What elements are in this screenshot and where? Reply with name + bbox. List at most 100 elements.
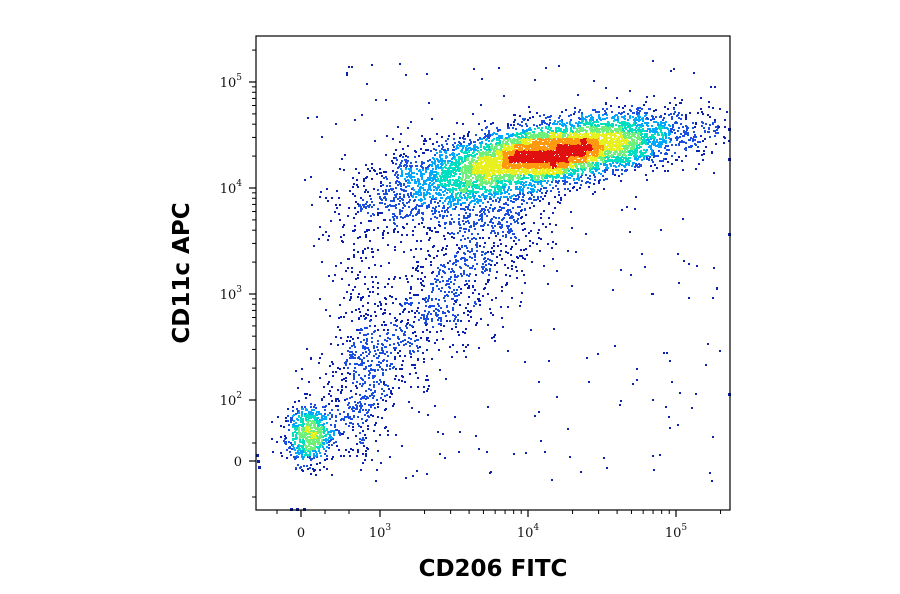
event-dot	[660, 115, 662, 117]
event-dot	[570, 114, 572, 116]
event-dot	[585, 141, 587, 143]
event-dot	[534, 165, 536, 167]
event-dot	[515, 183, 517, 185]
event-dot	[530, 164, 532, 166]
event-dot	[528, 174, 530, 176]
event-dot	[464, 152, 466, 154]
event-dot	[510, 178, 512, 180]
event-dot	[554, 151, 556, 153]
event-dot	[579, 143, 581, 145]
event-dot	[552, 179, 554, 181]
event-dot	[542, 148, 544, 150]
event-dot	[629, 160, 631, 162]
event-dot	[703, 150, 705, 152]
event-dot	[393, 153, 395, 155]
event-dot	[495, 147, 497, 149]
event-dot	[550, 168, 552, 170]
event-dot	[466, 152, 468, 154]
event-dot	[616, 162, 618, 164]
event-dot	[522, 184, 524, 186]
event-dot	[607, 148, 609, 150]
event-dot	[549, 159, 551, 161]
event-dot	[487, 168, 489, 170]
event-dot	[360, 197, 362, 199]
event-dot	[639, 110, 641, 112]
event-dot	[481, 155, 483, 157]
event-dot	[644, 115, 646, 117]
event-dot	[539, 164, 541, 166]
event-dot	[452, 208, 454, 210]
event-dot	[585, 167, 587, 169]
event-dot	[484, 182, 486, 184]
event-dot	[527, 157, 529, 159]
event-dot	[612, 125, 614, 127]
event-dot	[557, 147, 559, 149]
event-dot	[564, 150, 566, 152]
event-dot	[559, 202, 561, 204]
event-dot	[540, 140, 542, 142]
event-dot	[401, 160, 403, 162]
event-dot	[620, 113, 622, 115]
event-dot	[507, 166, 509, 168]
event-dot	[542, 172, 544, 174]
event-dot	[471, 148, 473, 150]
event-dot	[613, 156, 615, 158]
event-dot	[585, 135, 587, 137]
event-dot	[422, 152, 424, 154]
event-dot	[576, 133, 578, 135]
event-dot	[586, 139, 588, 141]
event-dot	[546, 190, 548, 192]
event-dot	[402, 148, 404, 150]
event-dot	[420, 171, 422, 173]
event-dot	[591, 130, 593, 132]
event-dot	[558, 151, 560, 153]
event-dot	[695, 136, 697, 138]
event-dot	[465, 221, 467, 223]
event-dot	[536, 144, 538, 146]
event-dot	[600, 128, 602, 130]
event-dot	[514, 158, 516, 160]
event-dot	[509, 183, 511, 185]
event-dot	[544, 147, 546, 149]
event-dot	[489, 189, 491, 191]
event-dot	[477, 139, 479, 141]
event-dot	[451, 167, 453, 169]
event-dot	[414, 226, 416, 228]
event-dot	[560, 177, 562, 179]
event-dot	[694, 134, 696, 136]
event-dot	[659, 144, 661, 146]
event-dot	[459, 137, 461, 139]
event-dot	[655, 155, 657, 157]
event-dot	[570, 127, 572, 129]
event-dot	[654, 131, 656, 133]
event-dot	[631, 143, 633, 145]
event-dot	[606, 150, 608, 152]
event-dot	[505, 137, 507, 139]
event-dot	[591, 168, 593, 170]
event-dot	[422, 184, 424, 186]
event-dot	[566, 172, 568, 174]
event-dot	[500, 170, 502, 172]
event-dot	[585, 149, 587, 151]
event-dot	[718, 126, 720, 128]
event-dot	[421, 135, 423, 137]
event-dot	[603, 161, 605, 163]
event-dot	[500, 152, 502, 154]
event-dot	[429, 193, 431, 195]
event-dot	[575, 166, 577, 168]
event-dot	[458, 153, 460, 155]
event-dot	[541, 130, 543, 132]
event-dot	[595, 111, 597, 113]
event-dot	[577, 159, 579, 161]
event-dot	[470, 161, 472, 163]
event-dot	[429, 196, 431, 198]
event-dot	[719, 108, 721, 110]
event-dot	[513, 121, 515, 123]
event-dot	[615, 132, 617, 134]
event-dot	[582, 151, 584, 153]
event-dot	[531, 166, 533, 168]
event-dot	[535, 151, 537, 153]
event-dot	[637, 158, 639, 160]
event-dot	[708, 106, 710, 108]
event-dot	[637, 134, 639, 136]
